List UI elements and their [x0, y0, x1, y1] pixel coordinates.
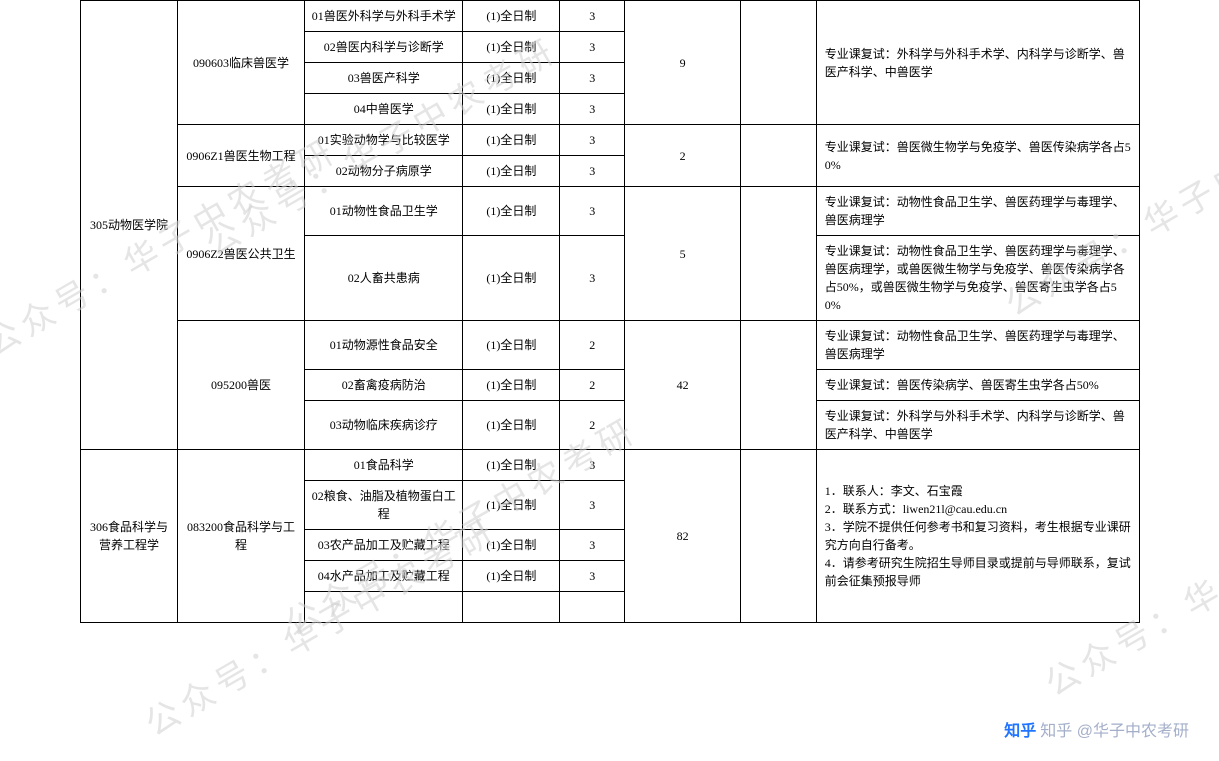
years-cell: 3 [560, 125, 625, 156]
note-cell: 专业课复试：兽医传染病学、兽医寄生虫学各占50% [816, 370, 1139, 401]
note-cell: 专业课复试：兽医微生物学与免疫学、兽医传染病学各占50% [816, 125, 1139, 187]
years-cell: 3 [560, 94, 625, 125]
major-cell: 083200食品科学与工程 [177, 450, 304, 623]
years-cell: 3 [560, 561, 625, 592]
admissions-table: 305动物医学院 090603临床兽医学 01兽医外科学与外科手术学 (1)全日… [80, 0, 1140, 623]
mode-cell: (1)全日制 [463, 401, 560, 450]
major-cell: 0906Z2兽医公共卫生 [177, 187, 304, 321]
mode-cell: (1)全日制 [463, 125, 560, 156]
direction-cell: 02畜禽疫病防治 [305, 370, 463, 401]
total-cell: 5 [625, 187, 741, 321]
zhihu-credit-text: 知乎 @华子中农考研 [1040, 723, 1189, 740]
direction-cell: 01动物源性食品安全 [305, 321, 463, 370]
years-cell: 2 [560, 401, 625, 450]
major-cell: 0906Z1兽医生物工程 [177, 125, 304, 187]
direction-cell: 02兽医内科学与诊断学 [305, 32, 463, 63]
note-cell: 1．联系人：李文、石宝霞2．联系方式：liwen21l@cau.edu.cn3．… [816, 450, 1139, 623]
zhihu-credit: 知乎知乎 @华子中农考研 [1004, 717, 1189, 741]
mode-cell: (1)全日制 [463, 370, 560, 401]
table-row: 0906Z2兽医公共卫生 01动物性食品卫生学 (1)全日制 3 5 专业课复试… [81, 187, 1140, 236]
total-cell: 42 [625, 321, 741, 450]
major-cell: 095200兽医 [177, 321, 304, 450]
dept-cell: 305动物医学院 [81, 1, 178, 450]
direction-cell: 03农产品加工及贮藏工程 [305, 530, 463, 561]
mode-cell: (1)全日制 [463, 561, 560, 592]
mode-cell: (1)全日制 [463, 187, 560, 236]
years-cell: 3 [560, 530, 625, 561]
total-cell: 82 [625, 450, 741, 623]
direction-cell: 04水产品加工及贮藏工程 [305, 561, 463, 592]
years-cell: 3 [560, 450, 625, 481]
years-cell: 2 [560, 370, 625, 401]
years-cell: 3 [560, 1, 625, 32]
mode-cell: (1)全日制 [463, 481, 560, 530]
direction-cell: 02动物分子病原学 [305, 156, 463, 187]
years-cell: 3 [560, 187, 625, 236]
table-row: 305动物医学院 090603临床兽医学 01兽医外科学与外科手术学 (1)全日… [81, 1, 1140, 32]
gap-cell [741, 187, 816, 321]
mode-cell: (1)全日制 [463, 156, 560, 187]
note-cell: 专业课复试：动物性食品卫生学、兽医药理学与毒理学、兽医病理学，或兽医微生物学与免… [816, 236, 1139, 321]
note-cell: 专业课复试：动物性食品卫生学、兽医药理学与毒理学、兽医病理学 [816, 187, 1139, 236]
direction-cell: 01动物性食品卫生学 [305, 187, 463, 236]
direction-cell: 01食品科学 [305, 450, 463, 481]
years-cell: 3 [560, 156, 625, 187]
mode-cell [463, 592, 560, 623]
mode-cell: (1)全日制 [463, 530, 560, 561]
gap-cell [741, 125, 816, 187]
note-cell: 专业课复试：外科学与外科手术学、内科学与诊断学、兽医产科学、中兽医学 [816, 401, 1139, 450]
mode-cell: (1)全日制 [463, 450, 560, 481]
table-row: 0906Z1兽医生物工程 01实验动物学与比较医学 (1)全日制 3 2 专业课… [81, 125, 1140, 156]
years-cell [560, 592, 625, 623]
mode-cell: (1)全日制 [463, 94, 560, 125]
mode-cell: (1)全日制 [463, 32, 560, 63]
years-cell: 3 [560, 481, 625, 530]
gap-cell [741, 450, 816, 623]
years-cell: 3 [560, 63, 625, 94]
years-cell: 3 [560, 32, 625, 63]
direction-cell: 02粮食、油脂及植物蛋白工程 [305, 481, 463, 530]
direction-cell: 01兽医外科学与外科手术学 [305, 1, 463, 32]
direction-cell: 01实验动物学与比较医学 [305, 125, 463, 156]
years-cell: 3 [560, 236, 625, 321]
direction-cell [305, 592, 463, 623]
admissions-table-container: 305动物医学院 090603临床兽医学 01兽医外科学与外科手术学 (1)全日… [80, 0, 1140, 623]
gap-cell [741, 1, 816, 125]
mode-cell: (1)全日制 [463, 1, 560, 32]
note-cell: 专业课复试：动物性食品卫生学、兽医药理学与毒理学、兽医病理学 [816, 321, 1139, 370]
gap-cell [741, 321, 816, 450]
mode-cell: (1)全日制 [463, 236, 560, 321]
direction-cell: 04中兽医学 [305, 94, 463, 125]
table-row: 306食品科学与营养工程学 083200食品科学与工程 01食品科学 (1)全日… [81, 450, 1140, 481]
direction-cell: 02人畜共患病 [305, 236, 463, 321]
table-row: 095200兽医 01动物源性食品安全 (1)全日制 2 42 专业课复试：动物… [81, 321, 1140, 370]
note-cell: 专业课复试：外科学与外科手术学、内科学与诊断学、兽医产科学、中兽医学 [816, 1, 1139, 125]
mode-cell: (1)全日制 [463, 321, 560, 370]
total-cell: 9 [625, 1, 741, 125]
total-cell: 2 [625, 125, 741, 187]
years-cell: 2 [560, 321, 625, 370]
direction-cell: 03兽医产科学 [305, 63, 463, 94]
direction-cell: 03动物临床疾病诊疗 [305, 401, 463, 450]
mode-cell: (1)全日制 [463, 63, 560, 94]
major-cell: 090603临床兽医学 [177, 1, 304, 125]
dept-cell: 306食品科学与营养工程学 [81, 450, 178, 623]
